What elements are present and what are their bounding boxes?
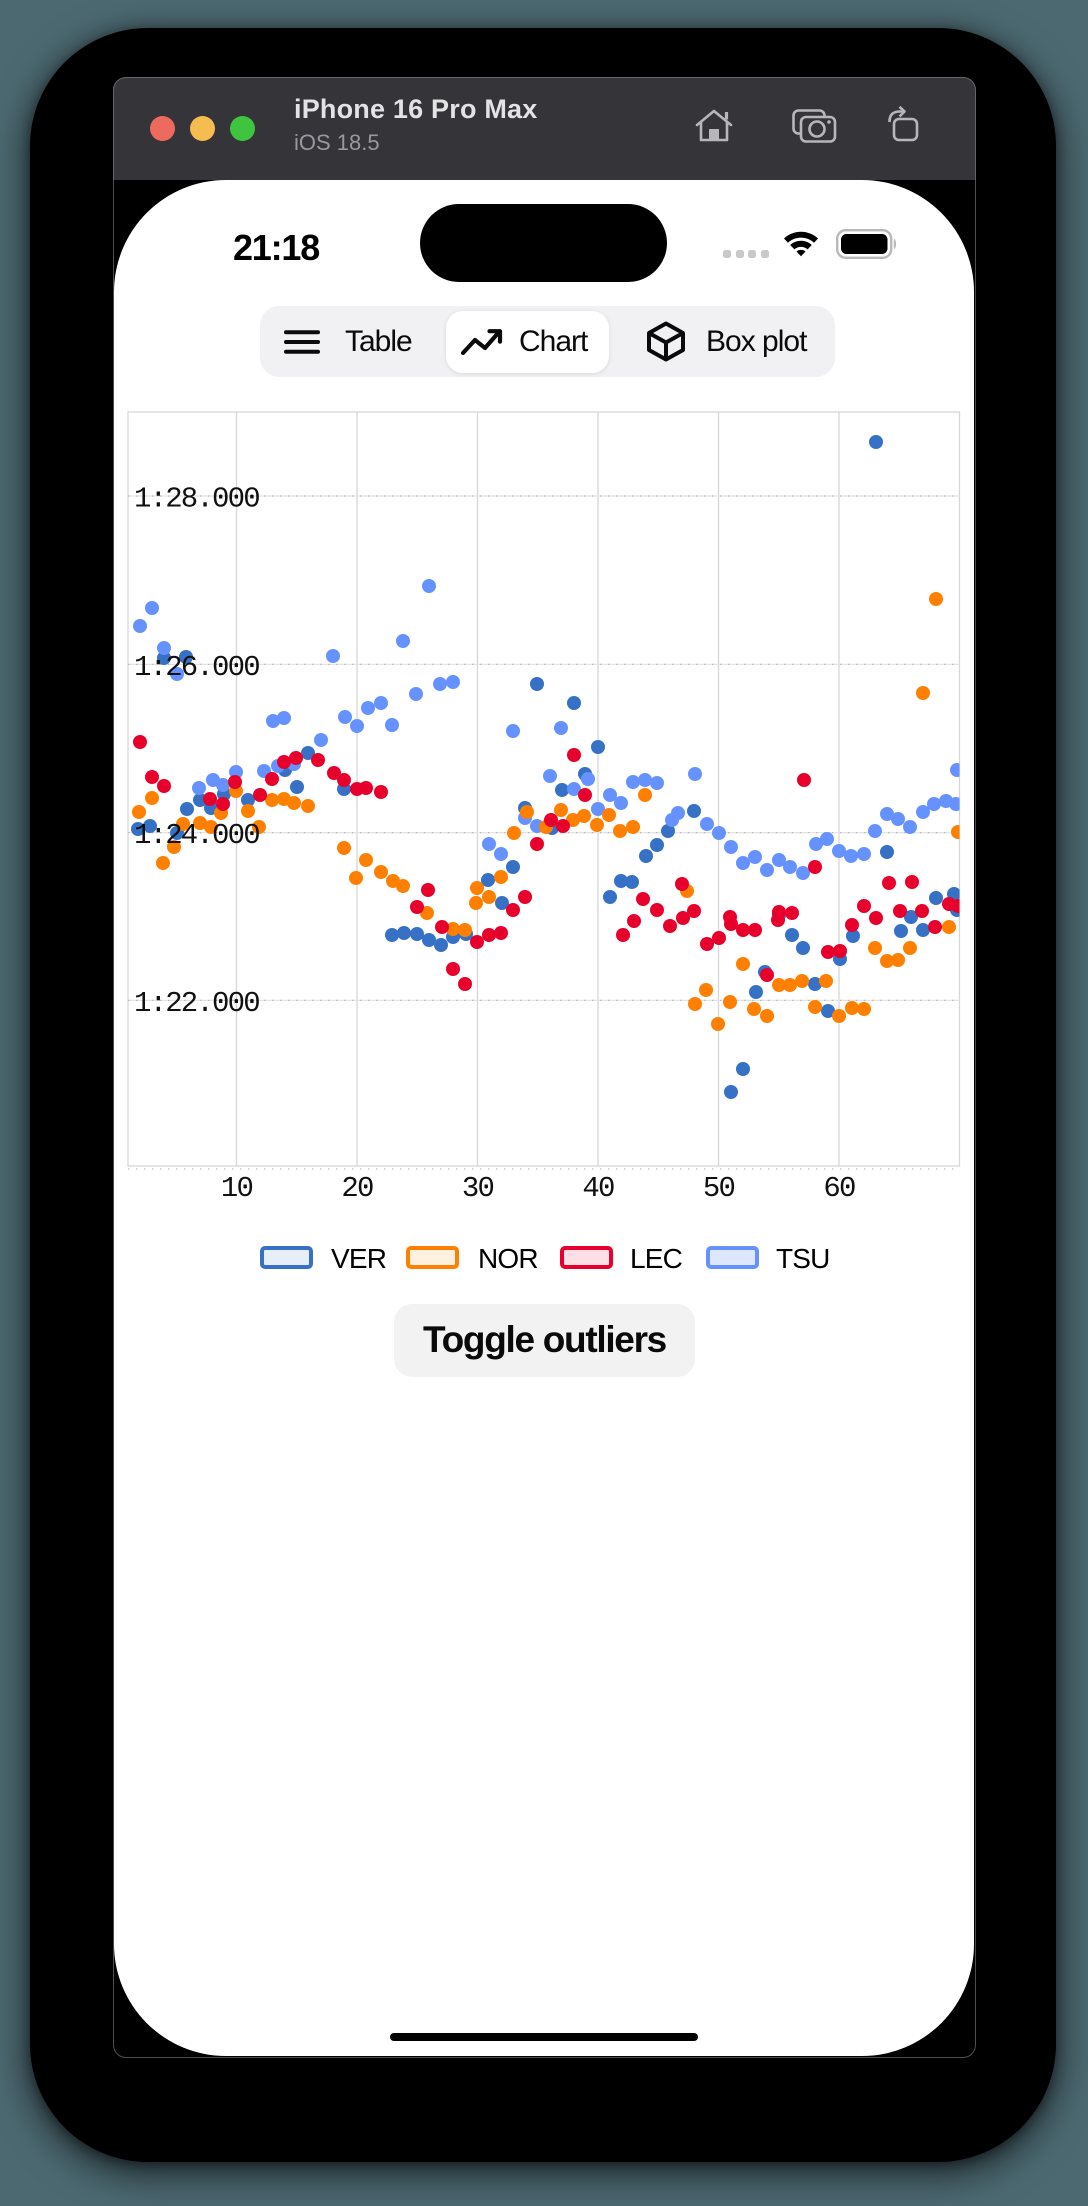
svg-text:50: 50 — [703, 1172, 735, 1205]
svg-text:20: 20 — [341, 1172, 373, 1205]
svg-text:40: 40 — [582, 1172, 614, 1205]
svg-text:60: 60 — [823, 1172, 855, 1205]
svg-text:1:28.000: 1:28.000 — [134, 483, 259, 516]
svg-text:1:22.000: 1:22.000 — [134, 987, 259, 1020]
svg-text:30: 30 — [462, 1172, 494, 1205]
svg-text:1:24.000: 1:24.000 — [134, 819, 259, 852]
svg-text:10: 10 — [221, 1172, 253, 1205]
svg-text:1:26.000: 1:26.000 — [134, 651, 259, 684]
